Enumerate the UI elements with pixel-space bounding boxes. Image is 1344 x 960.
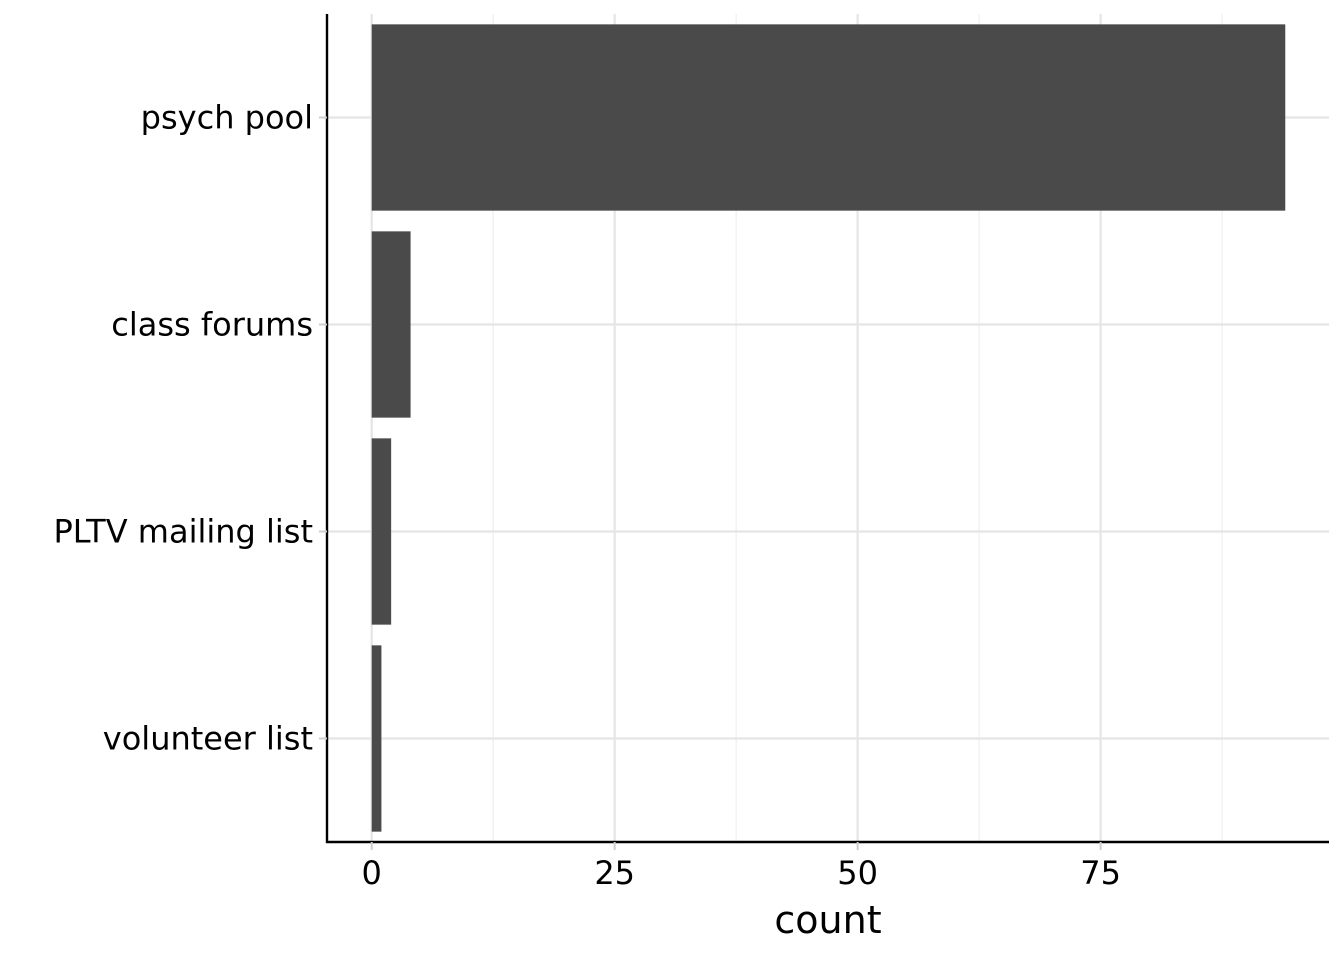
y-tick-label: psych pool — [141, 99, 313, 137]
bar — [371, 438, 392, 625]
x-tick-label: 75 — [1080, 854, 1121, 892]
bar — [371, 645, 382, 832]
x-tick-label: 50 — [837, 854, 878, 892]
x-tick-labels: 0 25 50 75 — [362, 842, 1121, 892]
y-tick-label: class forums — [111, 306, 313, 344]
bar — [371, 231, 411, 418]
x-tick-label: 25 — [594, 854, 635, 892]
x-axis-title: count — [774, 898, 881, 942]
bar — [371, 24, 1286, 211]
y-tick-labels: psych pool class forums PLTV mailing list v… — [53, 99, 327, 758]
bars — [371, 24, 1286, 832]
y-tick-label: volunteer list — [103, 720, 313, 758]
axes — [325, 14, 1329, 844]
x-tick-label: 0 — [362, 854, 382, 892]
y-tick-label: PLTV mailing list — [53, 513, 313, 551]
